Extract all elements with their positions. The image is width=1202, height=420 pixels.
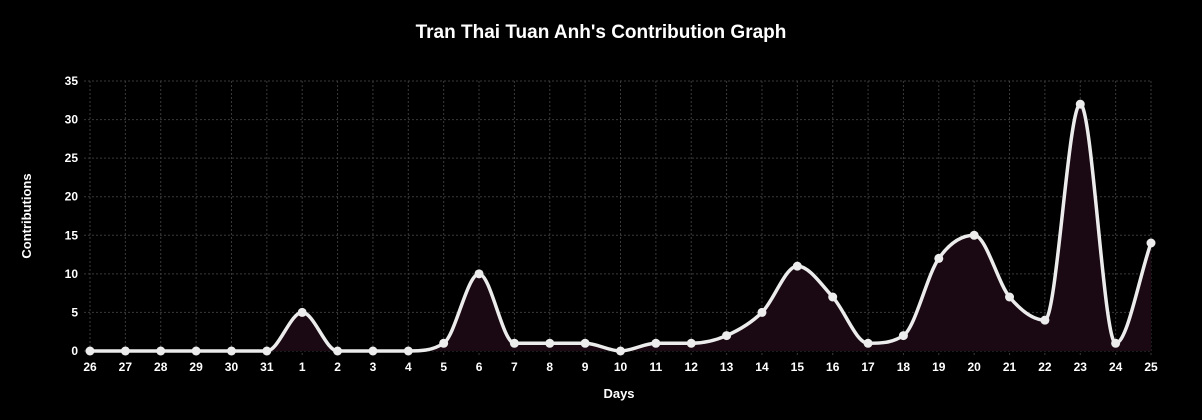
data-point-6[interactable] [474, 269, 484, 279]
data-point-3[interactable] [368, 346, 378, 356]
data-point-18[interactable] [898, 331, 908, 341]
point-layer [85, 99, 1156, 356]
x-tick-label: 17 [861, 360, 875, 374]
data-point-29[interactable] [191, 346, 201, 356]
x-tick-label: 26 [83, 360, 97, 374]
x-tick-label: 28 [154, 360, 168, 374]
data-point-23[interactable] [1075, 99, 1085, 109]
x-tick-label: 4 [405, 360, 412, 374]
data-point-7[interactable] [509, 338, 519, 348]
data-point-5[interactable] [439, 338, 449, 348]
x-tick-label: 7 [511, 360, 518, 374]
y-tick-label: 5 [71, 305, 78, 319]
x-tick-label: 30 [225, 360, 239, 374]
y-tick-label: 30 [65, 113, 79, 127]
x-tick-label: 31 [260, 360, 274, 374]
y-tick-label: 25 [65, 151, 79, 165]
data-point-4[interactable] [403, 346, 413, 356]
data-point-22[interactable] [1040, 315, 1050, 325]
x-tick-label: 13 [720, 360, 734, 374]
y-tick-label: 20 [65, 190, 79, 204]
data-point-12[interactable] [686, 338, 696, 348]
x-tick-label: 23 [1074, 360, 1088, 374]
x-tick-label: 21 [1003, 360, 1017, 374]
x-tick-label: 24 [1109, 360, 1123, 374]
x-tick-label: 2 [334, 360, 341, 374]
y-tick-label: 35 [65, 74, 79, 88]
y-tick-labels: 0 5 10 15 20 25 30 35 [65, 74, 79, 358]
data-point-30[interactable] [226, 346, 236, 356]
x-tick-label: 15 [791, 360, 805, 374]
x-tick-label: 18 [897, 360, 911, 374]
area-layer [90, 104, 1151, 352]
data-point-1[interactable] [297, 307, 307, 317]
data-point-21[interactable] [1005, 292, 1015, 302]
x-tick-labels: 26 27 28 29 30 31 1 2 3 4 5 6 7 8 9 10 11 12 13 14 15 16 17 18 1… [83, 360, 1158, 374]
data-point-16[interactable] [828, 292, 838, 302]
data-point-24[interactable] [1111, 338, 1121, 348]
y-tick-label: 0 [71, 344, 78, 358]
series-area [90, 104, 1151, 352]
x-tick-label: 16 [826, 360, 840, 374]
data-point-17[interactable] [863, 338, 873, 348]
x-tick-label: 9 [582, 360, 589, 374]
x-tick-label: 29 [189, 360, 203, 374]
x-tick-label: 8 [546, 360, 553, 374]
y-tick-label: 15 [65, 228, 79, 242]
x-tick-label: 11 [650, 360, 663, 374]
x-tick-label: 14 [755, 360, 769, 374]
chart-title: Tran Thai Tuan Anh's Contribution Graph [416, 22, 787, 43]
x-tick-label: 1 [299, 360, 306, 374]
x-axis-title: Days [603, 386, 634, 401]
data-point-20[interactable] [969, 230, 979, 240]
x-tick-label: 22 [1038, 360, 1052, 374]
data-point-19[interactable] [934, 253, 944, 263]
data-point-27[interactable] [120, 346, 130, 356]
x-tick-label: 6 [476, 360, 483, 374]
data-point-15[interactable] [792, 261, 802, 271]
data-point-8[interactable] [545, 338, 555, 348]
x-tick-label: 5 [440, 360, 447, 374]
x-tick-label: 25 [1144, 360, 1158, 374]
data-point-13[interactable] [722, 331, 732, 341]
x-tick-label: 12 [685, 360, 699, 374]
x-tick-label: 27 [119, 360, 133, 374]
data-point-11[interactable] [651, 338, 661, 348]
y-axis-title: Contributions [19, 173, 34, 258]
x-tick-label: 3 [370, 360, 377, 374]
data-point-31[interactable] [262, 346, 272, 356]
x-tick-label: 19 [932, 360, 946, 374]
x-tick-label: 20 [967, 360, 981, 374]
x-tick-label: 10 [614, 360, 628, 374]
data-point-10[interactable] [616, 346, 625, 356]
data-point-9[interactable] [580, 338, 590, 348]
data-point-2[interactable] [333, 346, 343, 356]
data-point-28[interactable] [156, 346, 166, 356]
y-tick-label: 10 [65, 267, 79, 281]
data-point-14[interactable] [757, 307, 767, 317]
data-point-26[interactable] [85, 346, 95, 356]
data-point-25[interactable] [1146, 238, 1156, 248]
